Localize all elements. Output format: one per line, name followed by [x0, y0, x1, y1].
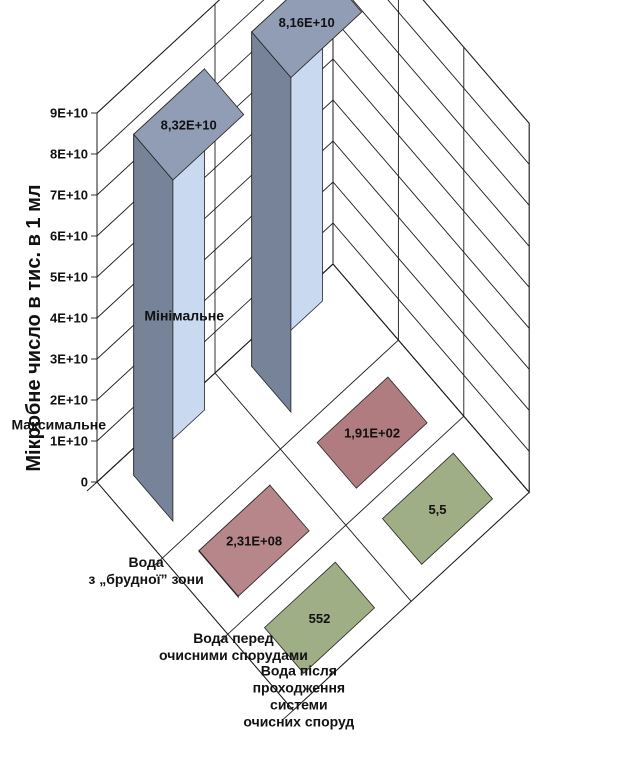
- category-axis-labels: Вода з „брудної” зони Вода перед очисними с…: [88, 554, 354, 729]
- bar: 8,16E+10: [251, 0, 363, 414]
- y-tick-label: 2E+10: [50, 393, 88, 408]
- y-axis-title: Мікробне число в тис. в 1 мл: [23, 184, 45, 471]
- chart-walls: [96, 0, 530, 494]
- bar: 2,31E+08: [198, 484, 310, 599]
- bar-front-face: [133, 133, 174, 523]
- data-label: 5,5: [428, 502, 446, 517]
- bar-top-face: [381, 452, 494, 565]
- bar-top-face: [316, 376, 428, 489]
- y-tick-label: 9E+10: [50, 106, 88, 121]
- chart-bars: 8,16E+10 1,91E+02 5,5 8,32E+10 2,31E+08 552: [133, 0, 494, 674]
- data-label: 1,91E+02: [344, 426, 400, 441]
- y-tick-label: 1E+10: [50, 434, 88, 449]
- y-axis-ticks: 0 1E+10 2E+10 3E+10 4E+10 5E+10 6E+10 7E+10 8E+1…: [50, 106, 97, 490]
- category-label: Вода після проходження системи очисних спор…: [243, 662, 354, 729]
- category-tick: [86, 481, 98, 492]
- y-tick-label: 3E+10: [50, 352, 88, 367]
- bar-top-face: [198, 484, 310, 597]
- bar-top-face: [263, 561, 376, 674]
- floor-gridline: [162, 339, 399, 559]
- floor-gridline: [292, 491, 530, 711]
- data-label: 2,31E+08: [226, 534, 282, 549]
- y-tick-label: 4E+10: [50, 311, 88, 326]
- floor-gridline: [332, 263, 530, 493]
- y-tick-label: 8E+10: [50, 147, 88, 162]
- bar: 552: [263, 561, 376, 674]
- y-tick-label: 6E+10: [50, 229, 88, 244]
- bar: 8,32E+10: [133, 67, 245, 523]
- data-label: 8,16E+10: [279, 15, 335, 30]
- series-axis-labels: Максимальне Мінімальне: [11, 308, 224, 433]
- bar-top-face: [251, 0, 363, 79]
- bar-top-face: [133, 68, 245, 181]
- category-tick: [217, 633, 229, 644]
- floor-gridline: [214, 372, 412, 602]
- bar-front-face: [251, 30, 292, 414]
- y-tick-label: 5E+10: [50, 270, 88, 285]
- floor-gridline: [227, 415, 465, 635]
- category-tick: [282, 709, 294, 720]
- series-label: Мінімальне: [144, 308, 224, 324]
- series-label: Максимальне: [11, 417, 106, 433]
- category-label: Вода з „брудної” зони: [88, 554, 203, 587]
- y-tick-label: 7E+10: [50, 188, 88, 203]
- y-tick-label: 0: [81, 475, 88, 490]
- bar: 5,5: [381, 452, 494, 565]
- floor-gridline: [96, 481, 294, 711]
- data-label: 552: [309, 611, 331, 626]
- category-tick: [152, 557, 163, 568]
- data-label: 8,32E+10: [161, 117, 217, 132]
- bar: 1,91E+02: [316, 376, 428, 489]
- category-label: Вода перед очисними спорудами: [159, 630, 308, 663]
